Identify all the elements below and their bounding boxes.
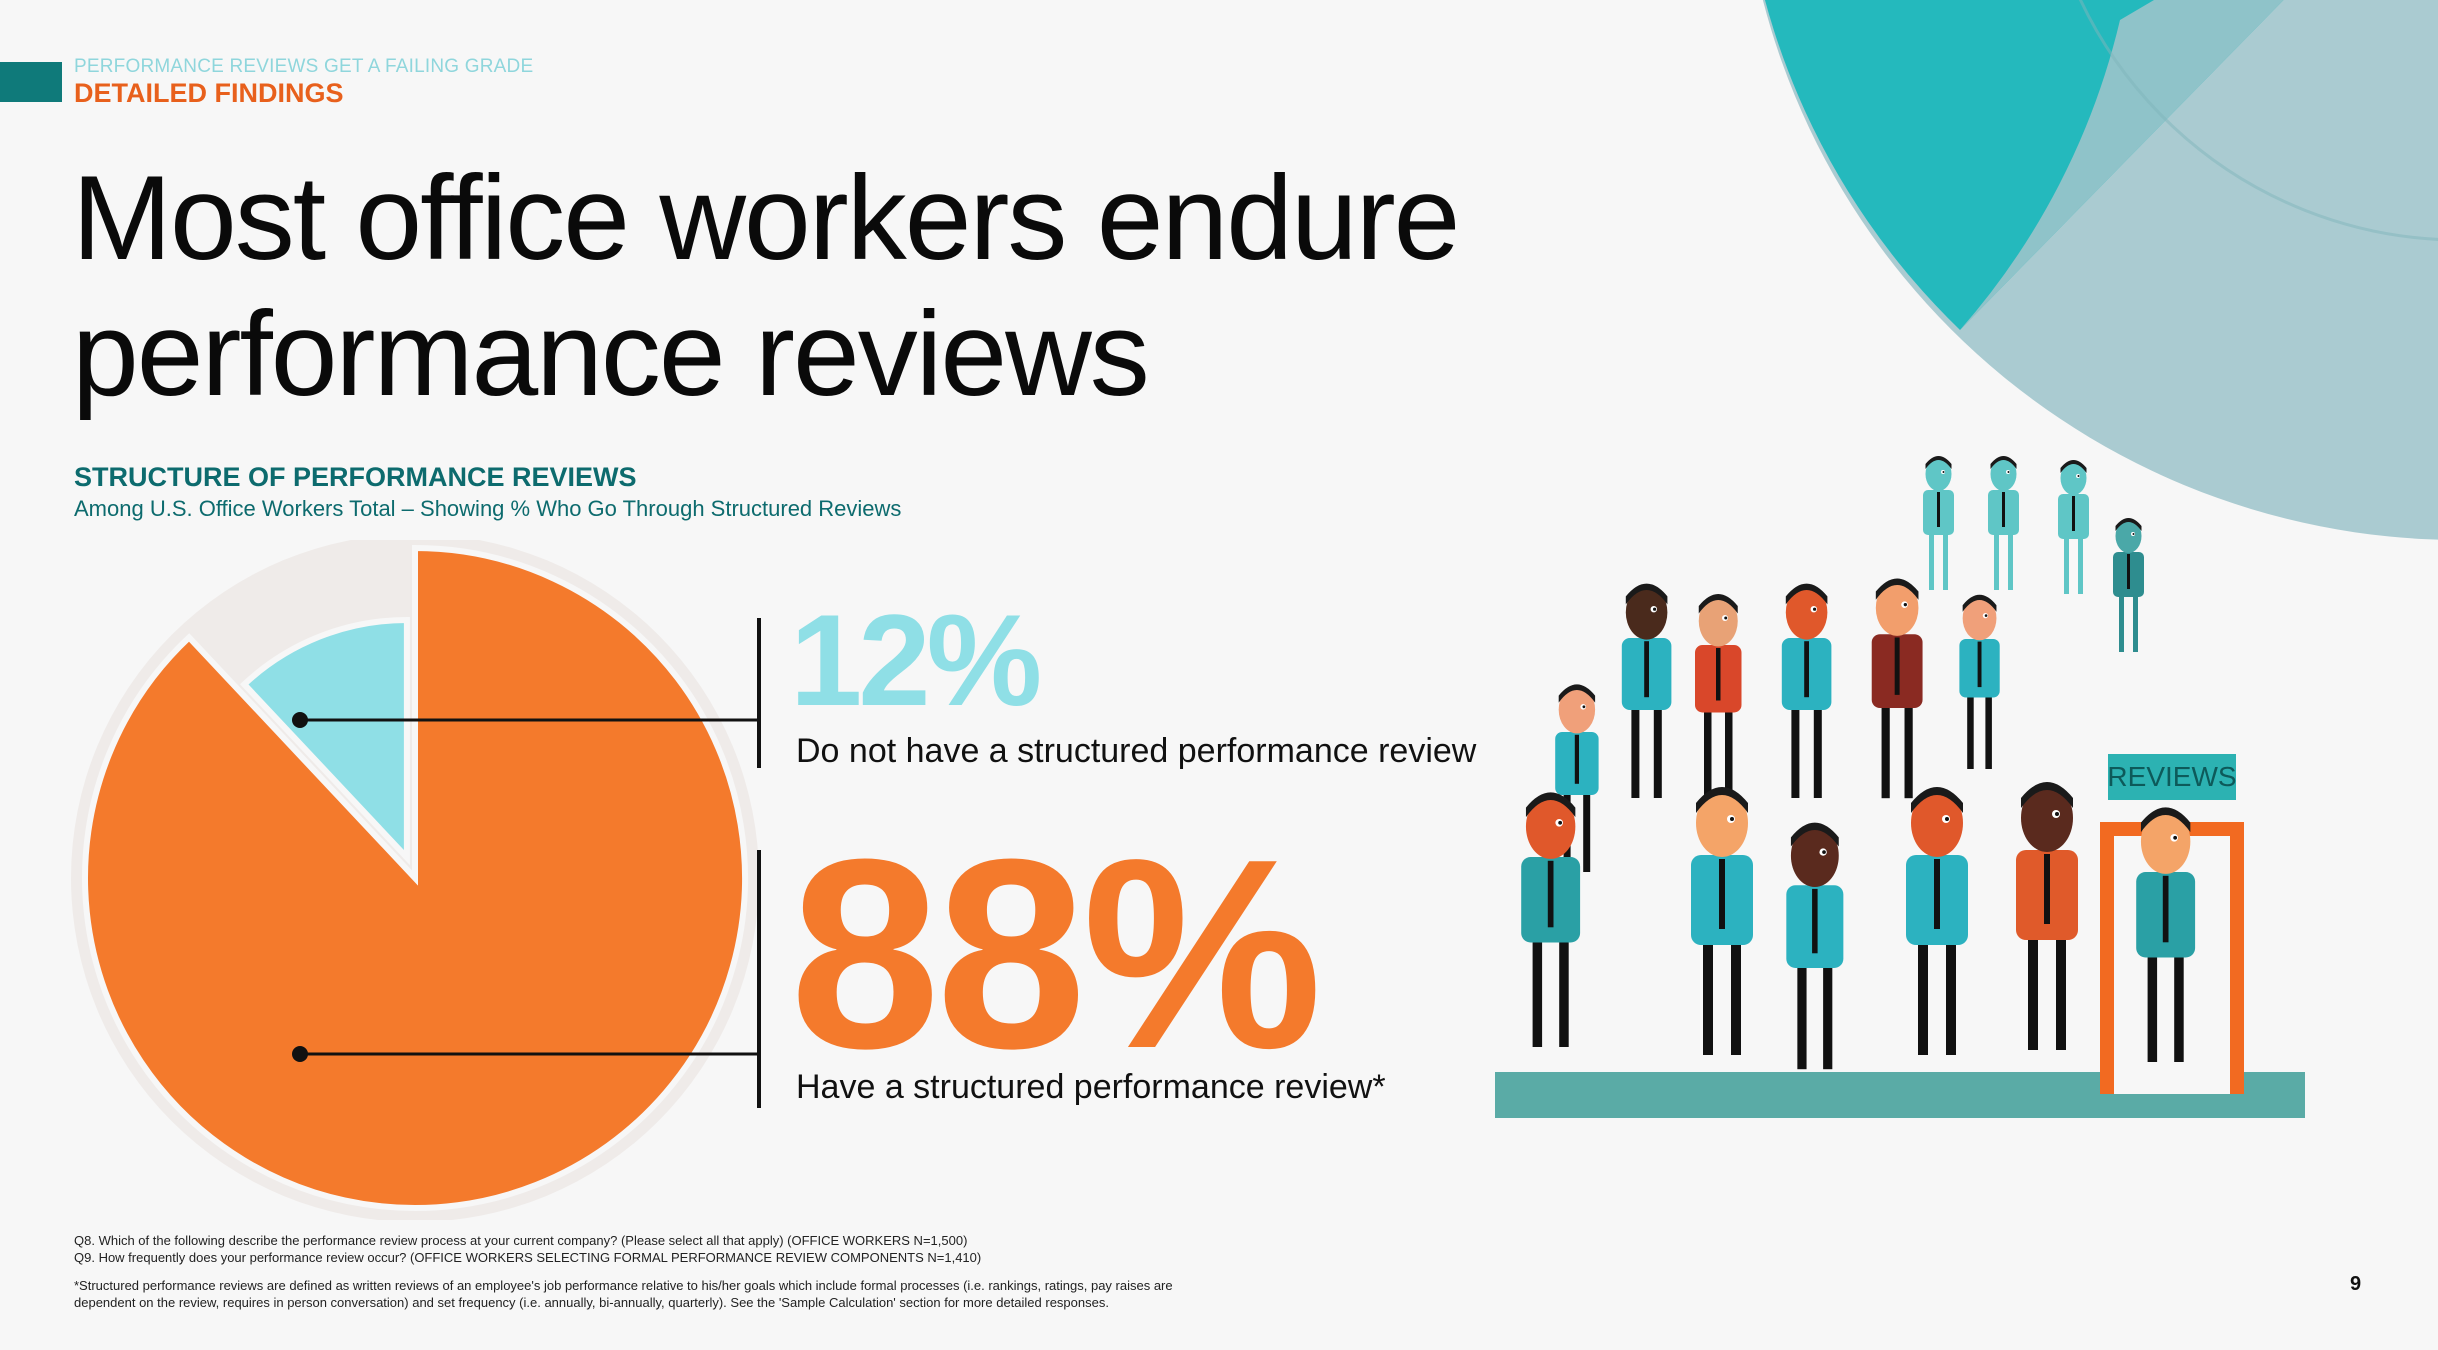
reviews-sign: REVIEWS (2107, 754, 2237, 800)
stat-value-structured-review: 88% (790, 804, 1322, 1105)
person-figure-11 (1521, 792, 1581, 1047)
person-figure-9 (1959, 594, 2000, 769)
chart-subtitle: Among U.S. Office Workers Total – Showin… (74, 496, 902, 521)
person-figure-15 (2016, 782, 2078, 1050)
page-kicker: PERFORMANCE REVIEWS GET A FAILING GRADE (74, 56, 534, 77)
footnote-q9: Q9. How frequently does your performance… (74, 1250, 982, 1265)
person-figure-2 (1988, 456, 2019, 590)
person-figure-12 (1691, 787, 1753, 1055)
stat-value-no-structured-review: 12% (790, 587, 1042, 733)
divider-line-12 (757, 618, 761, 768)
pie-slice-structured-review (82, 544, 748, 1211)
section-title: DETAILED FINDINGS (74, 78, 344, 108)
page-number: 9 (2350, 1273, 2362, 1295)
stat-label-structured-review: Have a structured performance review* (796, 1068, 1386, 1106)
people-group (1521, 456, 2196, 1070)
person-figure-16 (2136, 807, 2196, 1062)
chart-title: STRUCTURE OF PERFORMANCE REVIEWS (74, 462, 637, 492)
person-figure-14 (1906, 787, 1968, 1055)
leader-no-structured-review (292, 712, 759, 728)
pie-slice-no-structured-review (240, 616, 410, 866)
reviews-door (2100, 822, 2244, 1094)
leader-structured-review (292, 1046, 759, 1062)
pie-chart (71, 540, 759, 1220)
footnote-q8: Q8. Which of the following describe the … (74, 1233, 968, 1248)
page-headline: Most office workers endure performance r… (72, 151, 1460, 421)
divider-line-88 (757, 850, 761, 1108)
person-figure-6 (1695, 594, 1742, 795)
accent-bar (0, 62, 62, 102)
person-figure-7 (1781, 583, 1832, 798)
person-figure-13 (1786, 822, 1844, 1070)
person-figure-8 (1871, 578, 1923, 799)
stat-label-no-structured-review: Do not have a structured performance rev… (796, 732, 1477, 770)
person-figure-1 (1923, 456, 1954, 590)
decorative-circle-graphic (1763, 0, 2438, 540)
reviews-sign-text: REVIEWS (2107, 761, 2236, 792)
person-figure-3 (2058, 460, 2089, 594)
office-workers-illustration: REVIEWS (1495, 456, 2305, 1118)
person-figure-4 (2113, 518, 2144, 652)
footnote-definition: *Structured performance reviews are defi… (74, 1278, 1173, 1310)
person-figure-5 (1621, 583, 1672, 798)
